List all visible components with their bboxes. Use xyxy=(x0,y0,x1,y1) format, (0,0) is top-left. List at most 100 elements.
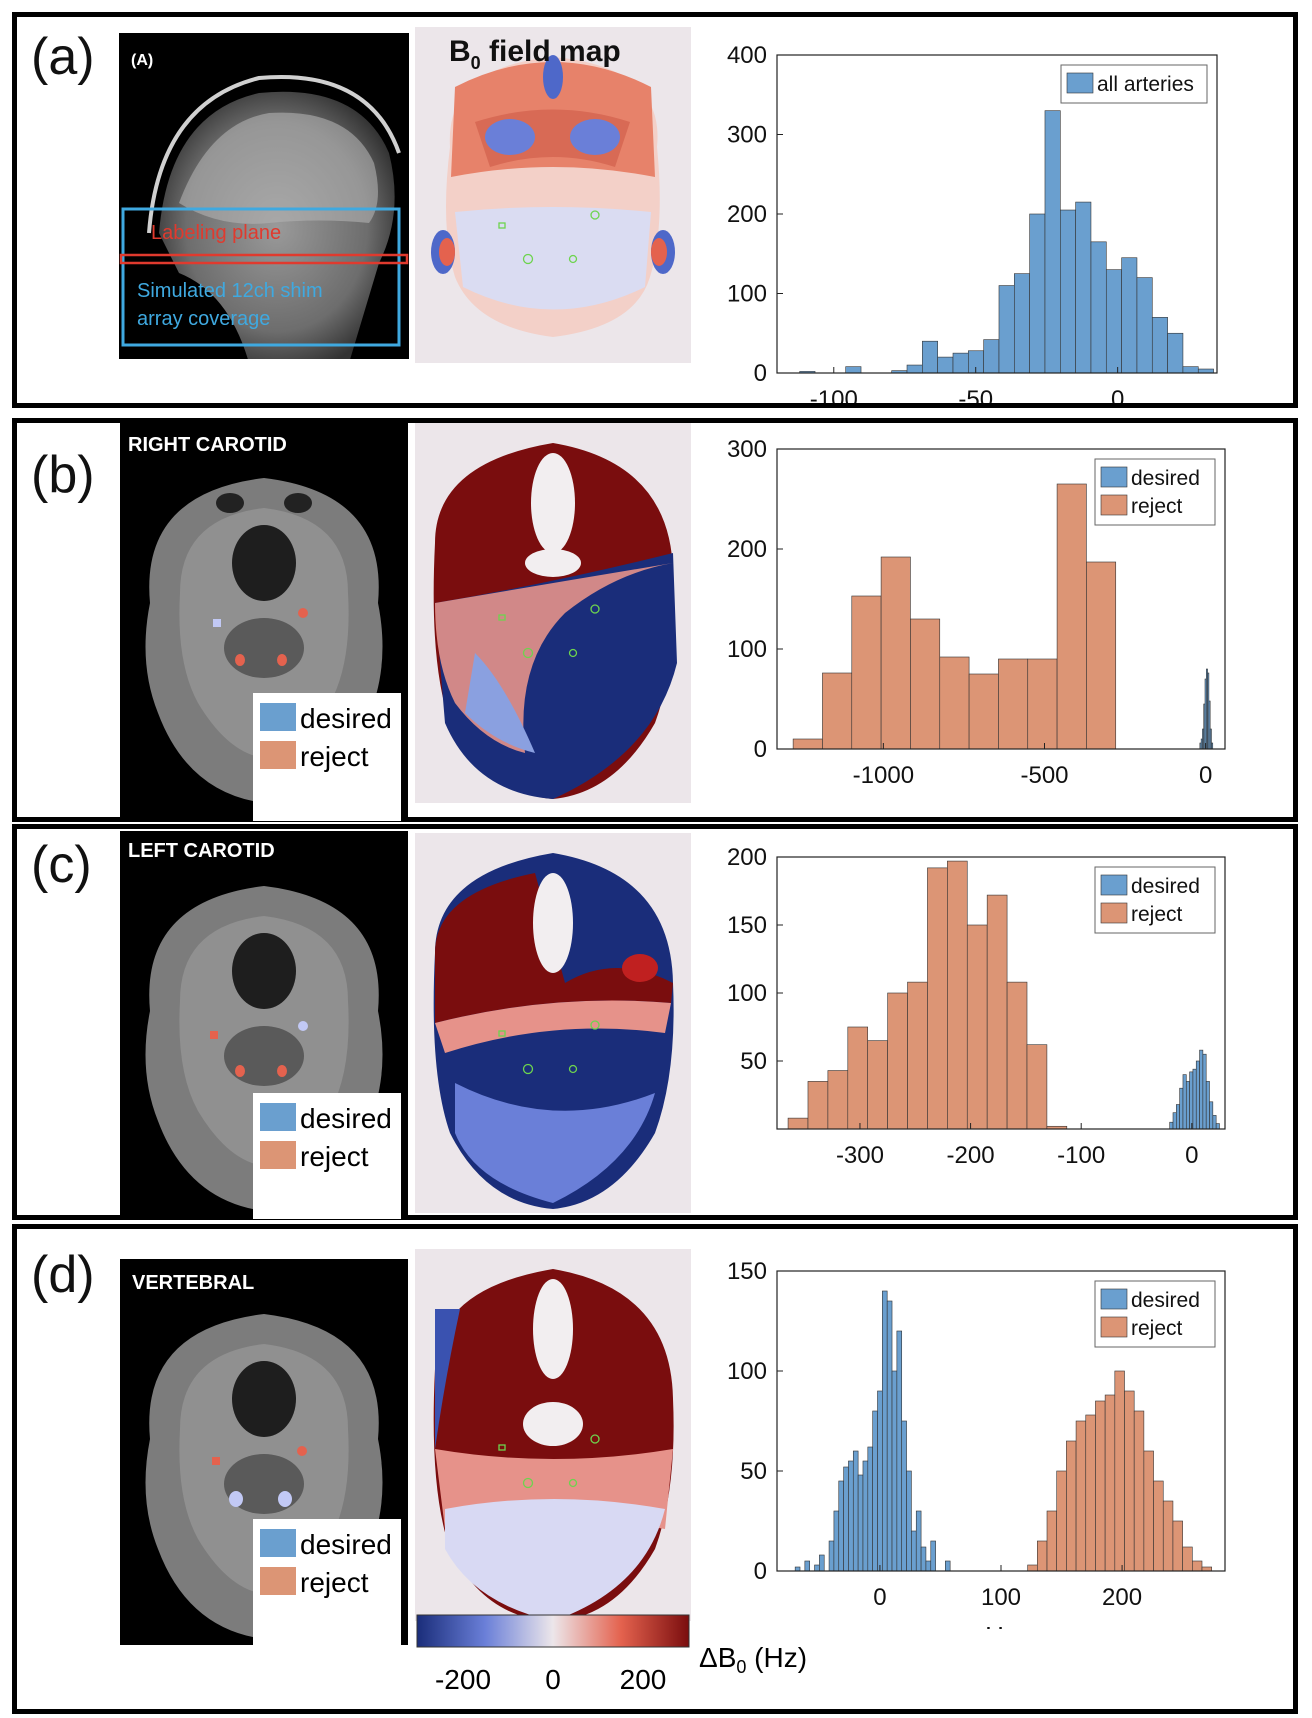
histogram-bar-desired xyxy=(819,1554,825,1572)
x-tick-label: 0 xyxy=(1111,386,1124,403)
histogram-bar-all-arteries xyxy=(983,339,1000,374)
histogram-bar-reject xyxy=(1104,1394,1116,1572)
histogram-bar-all-arteries xyxy=(1167,332,1184,374)
histogram-bar-desired xyxy=(1185,1081,1190,1130)
histogram-bar-desired xyxy=(1205,1081,1210,1130)
histogram-bar-reject xyxy=(1075,1420,1087,1572)
svg-text:B0 field map: B0 field map xyxy=(449,35,621,73)
histogram-bar-desired xyxy=(843,1466,849,1572)
x-tick-label: 0 xyxy=(1199,762,1212,789)
histogram-bar-reject xyxy=(1006,981,1028,1130)
x-tick-label: -200 xyxy=(947,1142,995,1169)
histogram-bar-all-arteries xyxy=(1121,257,1138,374)
histogram-bar-reject xyxy=(867,1040,888,1130)
histogram-bar-reject xyxy=(1114,1370,1125,1572)
histogram-bar-desired xyxy=(945,1560,951,1572)
histogram-bar-desired xyxy=(1215,1123,1220,1130)
histogram-bar-desired xyxy=(915,1510,922,1572)
panel-b: (b) RIGHT CAROTID desired reject xyxy=(12,418,1298,822)
legend-label-desired: desired xyxy=(1131,1289,1200,1312)
legend-desired-label: desired xyxy=(300,1529,392,1560)
mri-axial-image-d: VERTEBRAL desired reject xyxy=(120,1259,408,1645)
histogram-bar-reject xyxy=(1026,1044,1048,1130)
histogram-d: 0 100 200 0 50 100 150 Hz desired reject xyxy=(727,1258,1226,1629)
x-tick-label: -100 xyxy=(810,386,858,403)
mri-view-label: RIGHT CAROTID xyxy=(128,434,287,456)
histogram-bar-desired xyxy=(804,1560,810,1572)
y-tick-label: 0 xyxy=(754,360,767,387)
b0-field-map-b xyxy=(415,423,691,803)
colorbar-label-subscript: 0 xyxy=(736,1657,746,1677)
histogram-bar-desired xyxy=(1189,1071,1194,1130)
histogram-a: -100 -50 0 0 100 200 300 400 all arteries xyxy=(727,42,1218,403)
mri-view-label: VERTEBRAL xyxy=(132,1272,254,1294)
y-tick-label: 50 xyxy=(740,1048,767,1075)
colorbar: -200 0 200 ΔB0 (Hz) xyxy=(415,1613,815,1713)
histogram-bar-desired xyxy=(886,1300,893,1572)
histogram-bar-all-arteries xyxy=(952,352,969,374)
y-tick-label: 150 xyxy=(727,912,767,939)
histogram-bar-reject xyxy=(968,673,999,750)
histogram-bar-reject xyxy=(907,981,928,1130)
legend-reject-swatch xyxy=(260,1141,296,1169)
y-tick-label: 0 xyxy=(754,1558,767,1585)
histogram-bar-reject xyxy=(1085,1414,1096,1572)
field-map-title-rest: field map xyxy=(481,35,621,68)
b0-field-map-c xyxy=(415,833,691,1213)
b0-field-map-a: B0 field map xyxy=(415,27,691,363)
histogram-bar-reject xyxy=(947,860,968,1130)
colorbar-tick: 200 xyxy=(620,1664,667,1695)
histogram-bar-all-arteries xyxy=(1105,269,1122,374)
mri-view-label: (A) xyxy=(131,52,153,69)
histogram-bar-desired xyxy=(828,1540,835,1572)
svg-text:ΔB0 (Hz): ΔB0 (Hz) xyxy=(699,1642,807,1677)
histogram-bar-reject xyxy=(807,1081,829,1130)
legend-swatch-reject xyxy=(1100,1316,1128,1338)
histogram-bar-desired xyxy=(838,1480,844,1572)
histogram-bar-desired xyxy=(1199,1049,1204,1130)
panel-label: (a) xyxy=(31,28,95,86)
field-map-title: B xyxy=(449,35,471,68)
histogram-bar-desired xyxy=(867,1446,873,1572)
histogram-bar-reject xyxy=(1066,1440,1077,1572)
panel-a: (a) (A) Labeling plane Simulated 12ch sh… xyxy=(12,12,1298,408)
histogram-bar-reject xyxy=(1027,658,1058,750)
histogram-bar-reject xyxy=(1037,1540,1048,1572)
histogram-bar-all-arteries xyxy=(845,366,862,374)
y-tick-label: 400 xyxy=(727,42,767,69)
histogram-bar-reject xyxy=(910,618,941,750)
legend-desired-label: desired xyxy=(300,703,392,734)
panel-d: (d) VERTEBRAL desired reject xyxy=(12,1224,1298,1714)
histogram-bar-desired xyxy=(1176,1104,1180,1130)
legend-desired-swatch xyxy=(260,1103,296,1131)
legend-reject-label: reject xyxy=(300,1567,369,1598)
legend-label-desired: desired xyxy=(1131,467,1200,490)
histogram-bar-reject xyxy=(1056,1470,1067,1572)
shim-coverage-label-line2: array coverage xyxy=(137,308,270,330)
histogram-bar-desired xyxy=(1212,1115,1217,1130)
legend-label-desired: desired xyxy=(1131,875,1200,898)
histogram-bar-desired xyxy=(814,1564,820,1572)
histogram-bar-desired xyxy=(872,1410,878,1572)
histogram-bar-all-arteries xyxy=(906,364,923,374)
histogram-bar-all-arteries xyxy=(1182,366,1199,374)
b0-field-map-d xyxy=(415,1249,691,1621)
legend-swatch-desired xyxy=(1100,466,1128,488)
histogram-bar-desired xyxy=(862,1460,869,1572)
legend-desired-label: desired xyxy=(300,1103,392,1134)
histogram-bar-desired xyxy=(901,1420,907,1572)
shim-coverage-label-line1: Simulated 12ch shim xyxy=(137,280,323,302)
histogram-bar-desired xyxy=(1192,1068,1197,1130)
legend-swatch-all-arteries xyxy=(1066,72,1094,94)
histogram-bar-desired xyxy=(1209,1101,1214,1130)
legend-reject-label: reject xyxy=(300,1141,369,1172)
histogram-bar-reject xyxy=(986,894,1008,1130)
x-tick-label: -1000 xyxy=(853,762,914,789)
mri-sagittal-image: (A) Labeling plane Simulated 12ch shim a… xyxy=(119,33,409,359)
axes-frame xyxy=(776,448,1226,750)
colorbar-label: ΔB xyxy=(699,1642,736,1673)
histogram-bar-all-arteries xyxy=(1151,317,1168,374)
y-tick-label: 300 xyxy=(727,436,767,463)
panel-label: (d) xyxy=(31,1246,95,1304)
histogram-bar-desired xyxy=(911,1530,917,1572)
